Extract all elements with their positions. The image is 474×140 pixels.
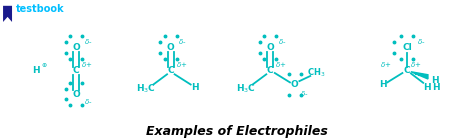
Text: $\delta$-: $\delta$- <box>84 97 92 106</box>
Text: CH$_3$: CH$_3$ <box>307 66 325 79</box>
Text: $\delta$+: $\delta$+ <box>275 60 286 69</box>
Text: H: H <box>431 76 438 85</box>
Text: C: C <box>267 66 273 75</box>
Text: $\delta$+: $\delta$+ <box>380 60 392 69</box>
Text: H: H <box>32 66 40 75</box>
Text: Cl: Cl <box>402 43 412 52</box>
Text: H: H <box>423 83 431 92</box>
Text: $\oplus$: $\oplus$ <box>41 61 47 69</box>
Text: $\delta$+: $\delta$+ <box>410 60 421 69</box>
Text: O: O <box>167 43 175 52</box>
Text: H$_3$C: H$_3$C <box>137 82 156 95</box>
Text: $\delta$-: $\delta$- <box>178 37 187 46</box>
Text: H: H <box>191 83 198 92</box>
Text: $\delta$-: $\delta$- <box>300 88 309 98</box>
Text: Examples of Electrophiles: Examples of Electrophiles <box>146 125 328 138</box>
Text: $\delta$+: $\delta$+ <box>175 60 187 69</box>
Text: H: H <box>379 80 386 89</box>
Text: O: O <box>266 43 274 52</box>
Text: C: C <box>404 66 410 75</box>
Text: $\delta$+: $\delta$+ <box>81 60 92 69</box>
Text: $\delta$-: $\delta$- <box>278 37 286 46</box>
Text: O: O <box>73 43 80 52</box>
Text: testbook: testbook <box>16 4 64 14</box>
Text: C: C <box>73 66 80 75</box>
Text: C: C <box>167 66 174 75</box>
Polygon shape <box>3 6 12 22</box>
Text: H$_3$C: H$_3$C <box>236 82 255 95</box>
Text: $\delta$-: $\delta$- <box>84 37 92 46</box>
Text: H: H <box>432 83 439 92</box>
Text: $\delta$-: $\delta$- <box>417 37 426 46</box>
Text: O: O <box>291 80 299 89</box>
Text: O: O <box>73 90 80 99</box>
Polygon shape <box>411 72 428 79</box>
